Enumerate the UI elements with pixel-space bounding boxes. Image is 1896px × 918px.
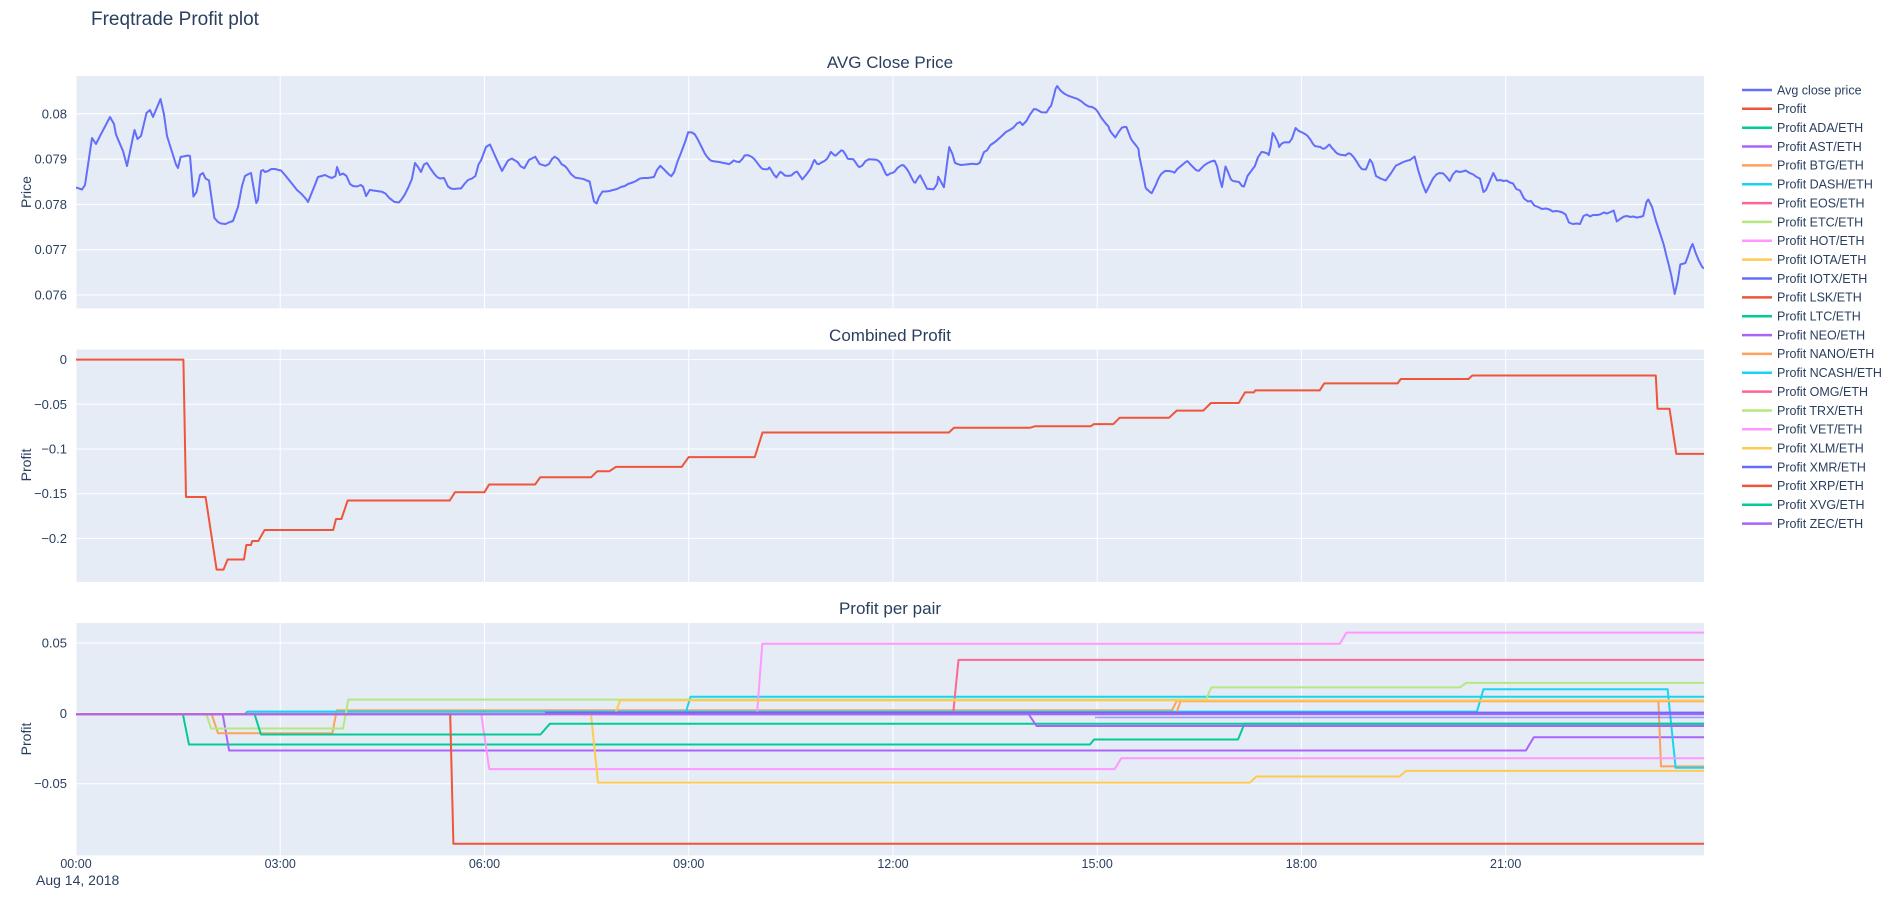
svg-text:Profit XVG/ETH: Profit XVG/ETH [1777,498,1865,512]
svg-text:0.078: 0.078 [34,197,67,212]
svg-text:0.076: 0.076 [34,288,67,303]
svg-text:Profit DASH/ETH: Profit DASH/ETH [1777,178,1873,192]
svg-text:AVG Close Price: AVG Close Price [827,53,953,72]
svg-text:−0.15: −0.15 [34,486,67,501]
svg-text:−0.2: −0.2 [41,531,67,546]
svg-text:0.08: 0.08 [42,106,67,121]
svg-text:Profit IOTA/ETH: Profit IOTA/ETH [1777,253,1866,267]
svg-text:Profit LTC/ETH: Profit LTC/ETH [1777,310,1861,324]
svg-text:Profit IOTX/ETH: Profit IOTX/ETH [1777,272,1867,286]
svg-text:Profit AST/ETH: Profit AST/ETH [1777,140,1862,154]
svg-text:Profit per pair: Profit per pair [839,599,941,618]
svg-text:15:00: 15:00 [1082,857,1113,871]
svg-text:09:00: 09:00 [673,857,704,871]
svg-text:Profit VET/ETH: Profit VET/ETH [1777,423,1862,437]
svg-text:Profit ZEC/ETH: Profit ZEC/ETH [1777,517,1863,531]
svg-text:Avg close price: Avg close price [1777,83,1862,97]
svg-text:Profit: Profit [1777,102,1807,116]
svg-text:Combined Profit: Combined Profit [829,326,951,345]
svg-text:Profit TRX/ETH: Profit TRX/ETH [1777,404,1863,418]
svg-text:−0.1: −0.1 [41,442,67,457]
svg-text:0.05: 0.05 [42,636,67,651]
svg-text:Profit LSK/ETH: Profit LSK/ETH [1777,291,1862,305]
svg-text:0: 0 [60,706,67,721]
svg-text:00:00: 00:00 [60,857,91,871]
svg-text:−0.05: −0.05 [34,397,67,412]
svg-text:Profit: Profit [18,723,34,756]
svg-text:Freqtrade Profit plot: Freqtrade Profit plot [91,9,260,30]
svg-text:Profit NCASH/ETH: Profit NCASH/ETH [1777,366,1882,380]
svg-text:Profit NEO/ETH: Profit NEO/ETH [1777,328,1865,342]
svg-text:Profit XLM/ETH: Profit XLM/ETH [1777,441,1864,455]
svg-text:Price: Price [18,176,34,208]
svg-text:Profit ETC/ETH: Profit ETC/ETH [1777,215,1863,229]
svg-text:Profit ADA/ETH: Profit ADA/ETH [1777,121,1863,135]
svg-text:Aug 14, 2018: Aug 14, 2018 [36,872,120,888]
svg-text:Profit EOS/ETH: Profit EOS/ETH [1777,196,1865,210]
svg-text:0: 0 [60,352,67,367]
svg-text:06:00: 06:00 [469,857,500,871]
svg-text:Profit: Profit [18,449,34,482]
svg-text:Profit NANO/ETH: Profit NANO/ETH [1777,347,1874,361]
svg-text:Profit XMR/ETH: Profit XMR/ETH [1777,460,1866,474]
svg-text:03:00: 03:00 [265,857,296,871]
svg-text:18:00: 18:00 [1286,857,1317,871]
svg-text:Profit HOT/ETH: Profit HOT/ETH [1777,234,1865,248]
svg-text:0.077: 0.077 [34,242,67,257]
svg-text:−0.05: −0.05 [34,776,67,791]
svg-text:12:00: 12:00 [877,857,908,871]
svg-text:Profit XRP/ETH: Profit XRP/ETH [1777,479,1864,493]
svg-text:0.079: 0.079 [34,152,67,167]
svg-text:21:00: 21:00 [1490,857,1521,871]
svg-text:Profit OMG/ETH: Profit OMG/ETH [1777,385,1868,399]
svg-text:Profit BTG/ETH: Profit BTG/ETH [1777,159,1864,173]
